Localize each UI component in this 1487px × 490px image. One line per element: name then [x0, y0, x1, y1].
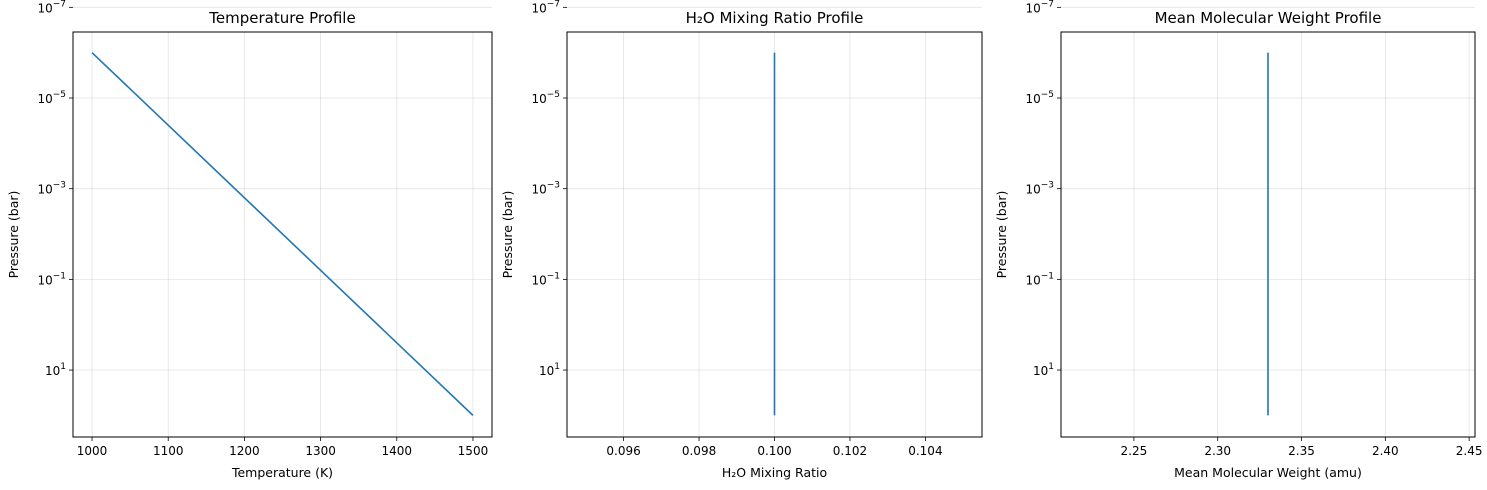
- y-axis-label: Pressure (bar): [6, 191, 21, 279]
- series-line: [91, 52, 474, 416]
- y-tick-base: 10: [531, 273, 546, 287]
- subplot-1: 1000 1100 1200 1300 1400 150010−710−510−310−1…: [6, 0, 493, 480]
- y-tick-exponent: 1: [60, 362, 66, 372]
- x-axis-label: Temperature (K): [231, 465, 333, 480]
- y-tick-base: 10: [1025, 273, 1040, 287]
- x-tick-label: 2.45: [1456, 444, 1483, 458]
- y-tick-label: 101: [1033, 362, 1054, 378]
- y-tick-base: 10: [539, 364, 554, 378]
- x-tick-label: 1000: [77, 444, 108, 458]
- x-tick-label: 1100: [153, 444, 184, 458]
- y-tick-label: 10−1: [37, 271, 66, 287]
- x-tick-label: 2.40: [1372, 444, 1399, 458]
- y-tick-exponent: 1: [1048, 362, 1054, 372]
- y-tick-base: 10: [37, 183, 52, 197]
- y-tick-exponent: −7: [547, 0, 560, 9]
- y-tick-exponent: −5: [53, 90, 66, 100]
- y-tick-base: 10: [1033, 364, 1048, 378]
- chart-title: H₂O Mixing Ratio Profile: [686, 9, 864, 27]
- y-tick-label: 10−1: [1025, 271, 1054, 287]
- subplot-2: 0.096 0.098 0.100 0.102 0.10410−710−510−310−…: [500, 0, 983, 480]
- chart-title: Temperature Profile: [208, 9, 355, 27]
- y-tick-exponent: −3: [53, 181, 66, 191]
- y-tick-base: 10: [531, 92, 546, 106]
- x-tick-label: 1500: [458, 444, 489, 458]
- y-tick-exponent: 1: [554, 362, 560, 372]
- chart-title: Mean Molecular Weight Profile: [1155, 9, 1382, 27]
- y-tick-exponent: −5: [547, 90, 560, 100]
- y-tick-label: 101: [45, 362, 66, 378]
- y-tick-label: 10−7: [37, 0, 66, 15]
- x-tick-label: 0.098: [682, 444, 716, 458]
- x-tick-label: 1200: [229, 444, 260, 458]
- y-axis-label: Pressure (bar): [994, 191, 1009, 279]
- y-tick-exponent: −5: [1041, 90, 1054, 100]
- axes-frame: [1060, 31, 1476, 438]
- x-tick-label: 0.100: [757, 444, 791, 458]
- x-tick-label: 0.096: [606, 444, 640, 458]
- y-tick-base: 10: [45, 364, 60, 378]
- y-tick-exponent: −1: [547, 271, 560, 281]
- x-tick-label: 1400: [381, 444, 412, 458]
- x-axis-label: H₂O Mixing Ratio: [722, 465, 827, 480]
- y-tick-exponent: −7: [53, 0, 66, 9]
- y-tick-base: 10: [1025, 92, 1040, 106]
- y-tick-base: 10: [37, 1, 52, 15]
- x-tick-label: 0.102: [833, 444, 867, 458]
- y-tick-base: 10: [37, 273, 52, 287]
- y-tick-label: 10−3: [1025, 181, 1054, 197]
- x-tick-label: 1300: [305, 444, 336, 458]
- x-axis-label: Mean Molecular Weight (amu): [1174, 465, 1362, 480]
- y-tick-label: 101: [539, 362, 560, 378]
- y-tick-base: 10: [37, 92, 52, 106]
- subplot-3: 2.25 2.30 2.35 2.40 2.4510−710−510−310−1101M…: [994, 0, 1482, 480]
- y-axis-label: Pressure (bar): [500, 191, 515, 279]
- y-tick-label: 10−5: [37, 90, 66, 106]
- x-tick-label: 2.35: [1288, 444, 1315, 458]
- y-tick-label: 10−3: [37, 181, 66, 197]
- x-tick-label: 0.104: [908, 444, 942, 458]
- y-tick-label: 10−7: [1025, 0, 1054, 15]
- y-tick-base: 10: [1025, 1, 1040, 15]
- y-tick-exponent: −1: [1041, 271, 1054, 281]
- y-tick-label: 10−1: [531, 271, 560, 287]
- y-tick-base: 10: [531, 183, 546, 197]
- x-tick-label: 2.30: [1204, 444, 1231, 458]
- y-tick-exponent: −1: [53, 271, 66, 281]
- y-tick-label: 10−7: [531, 0, 560, 15]
- y-tick-exponent: −7: [1041, 0, 1054, 9]
- y-tick-base: 10: [531, 1, 546, 15]
- y-tick-exponent: −3: [1041, 181, 1054, 191]
- y-tick-exponent: −3: [547, 181, 560, 191]
- y-tick-label: 10−5: [531, 90, 560, 106]
- y-tick-base: 10: [1025, 183, 1040, 197]
- x-tick-label: 2.25: [1121, 444, 1148, 458]
- y-tick-label: 10−5: [1025, 90, 1054, 106]
- y-tick-label: 10−3: [531, 181, 560, 197]
- axes-frame: [72, 31, 493, 438]
